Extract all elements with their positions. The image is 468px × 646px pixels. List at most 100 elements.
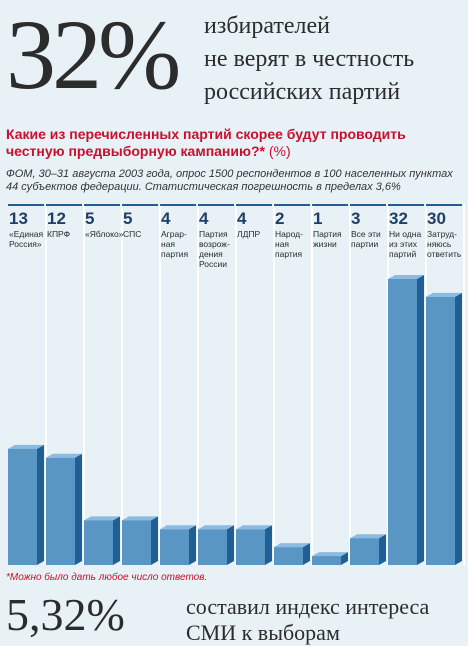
bar bbox=[274, 547, 303, 565]
bar-side bbox=[37, 444, 44, 565]
bar-side bbox=[189, 525, 196, 565]
column-top-rule bbox=[198, 204, 234, 206]
bar-category-label: «Яблоко» bbox=[85, 229, 124, 239]
column-top-rule bbox=[426, 204, 462, 206]
bar-value-label: 5 bbox=[123, 209, 132, 228]
question-unit: (%) bbox=[268, 143, 291, 159]
headline-text: избирателей не верят в честность российс… bbox=[204, 10, 466, 109]
bar-value-label: 32 bbox=[389, 209, 408, 228]
bar-top bbox=[426, 292, 462, 297]
bar-top bbox=[388, 275, 424, 279]
bar-category-label: партии bbox=[351, 239, 379, 249]
bar-value-label: 1 bbox=[313, 209, 322, 228]
bar bbox=[84, 520, 113, 565]
bar bbox=[46, 457, 75, 565]
bar-category-label: партий bbox=[389, 249, 417, 259]
bar-top bbox=[198, 525, 234, 530]
bar-side bbox=[455, 292, 462, 565]
column-top-rule bbox=[350, 204, 386, 206]
bar-top bbox=[160, 525, 196, 530]
bar bbox=[388, 279, 417, 565]
bar-top bbox=[46, 453, 82, 458]
bar-top bbox=[236, 525, 272, 530]
bar-category-label: Все эти bbox=[351, 229, 381, 239]
bottom-line-2: СМИ к выборам bbox=[186, 620, 340, 645]
bar-value-label: 4 bbox=[199, 209, 209, 228]
bar-category-label: ответить bbox=[427, 249, 462, 259]
bar bbox=[312, 556, 341, 565]
bar-value-label: 13 bbox=[9, 209, 28, 228]
bar-category-label: Затруд- bbox=[427, 229, 457, 239]
bar-top bbox=[122, 516, 158, 521]
bar-side bbox=[113, 516, 120, 565]
question-text: Какие из перечисленных партий скорее буд… bbox=[6, 126, 406, 159]
bottom-text: составил индекс интереса СМИ к выборам bbox=[186, 594, 466, 646]
bar-category-label: Ни одна bbox=[389, 229, 421, 239]
column-top-rule bbox=[8, 204, 44, 206]
footnote: *Можно было дать любое число ответов. bbox=[6, 572, 208, 583]
bar-value-label: 4 bbox=[237, 209, 247, 228]
source-line-1: ФОМ, 30–31 августа 2003 года, опрос 1500… bbox=[6, 168, 453, 180]
bar bbox=[198, 529, 227, 565]
bar-category-label: Аграр- bbox=[161, 229, 187, 239]
bar-side bbox=[303, 543, 310, 565]
column-top-rule bbox=[274, 204, 310, 206]
bar-value-label: 5 bbox=[85, 209, 94, 228]
column-top-rule bbox=[160, 204, 196, 206]
bar-category-label: ЛДПР bbox=[237, 229, 260, 239]
bar-category-label: КПРФ bbox=[47, 229, 70, 239]
headline: 32% избирателей не верят в честность рос… bbox=[0, 0, 468, 120]
bar-value-label: 3 bbox=[351, 209, 360, 228]
bar-top bbox=[274, 543, 310, 548]
chart-source: ФОМ, 30–31 августа 2003 года, опрос 1500… bbox=[6, 168, 464, 194]
bar-category-label: Россия» bbox=[9, 239, 42, 249]
bar-top bbox=[350, 534, 386, 539]
bar-side bbox=[379, 534, 386, 565]
column-top-rule bbox=[46, 204, 82, 206]
bar bbox=[160, 529, 189, 565]
bar-side bbox=[341, 552, 348, 565]
bar-value-label: 30 bbox=[427, 209, 446, 228]
bar-side bbox=[227, 525, 234, 565]
bar-category-label: Партия bbox=[313, 229, 342, 239]
bar-category-label: партия bbox=[275, 249, 303, 259]
bar bbox=[8, 448, 37, 565]
bar-category-label: СПС bbox=[123, 229, 141, 239]
bar-side bbox=[75, 453, 82, 565]
bar-category-label: дения bbox=[199, 249, 223, 259]
headline-line-3: российских партий bbox=[204, 79, 401, 105]
bar-top bbox=[84, 516, 120, 521]
bar-category-label: «Единая bbox=[9, 229, 44, 239]
bar bbox=[350, 538, 379, 565]
headline-percent: 32% bbox=[6, 0, 181, 110]
source-line-2: 44 субъектов федерации. Статистическая п… bbox=[6, 181, 401, 193]
headline-line-1: избирателей bbox=[204, 13, 331, 39]
bar-category-label: няюсь bbox=[427, 239, 452, 249]
column-top-rule bbox=[312, 204, 348, 206]
bar-chart: 13«ЕдинаяРоссия»12КПРФ5«Яблоко»5СПС4Агра… bbox=[8, 204, 465, 565]
bar-side bbox=[417, 275, 424, 565]
bar-value-label: 4 bbox=[161, 209, 171, 228]
column-top-rule bbox=[122, 204, 158, 206]
bottom-percent: 5,32% bbox=[6, 589, 125, 640]
bar-value-label: 12 bbox=[47, 209, 66, 228]
bar-category-label: России bbox=[199, 259, 227, 269]
bar-category-label: ная bbox=[161, 239, 175, 249]
bar-top bbox=[312, 552, 348, 557]
bar-side bbox=[151, 516, 158, 565]
bar-top bbox=[8, 444, 44, 449]
bar-category-label: жизни bbox=[313, 239, 337, 249]
bar-category-label: ная bbox=[275, 239, 289, 249]
bottom-stat: 5,32% составил индекс интереса СМИ к выб… bbox=[0, 588, 468, 646]
bar-value-label: 2 bbox=[275, 209, 284, 228]
